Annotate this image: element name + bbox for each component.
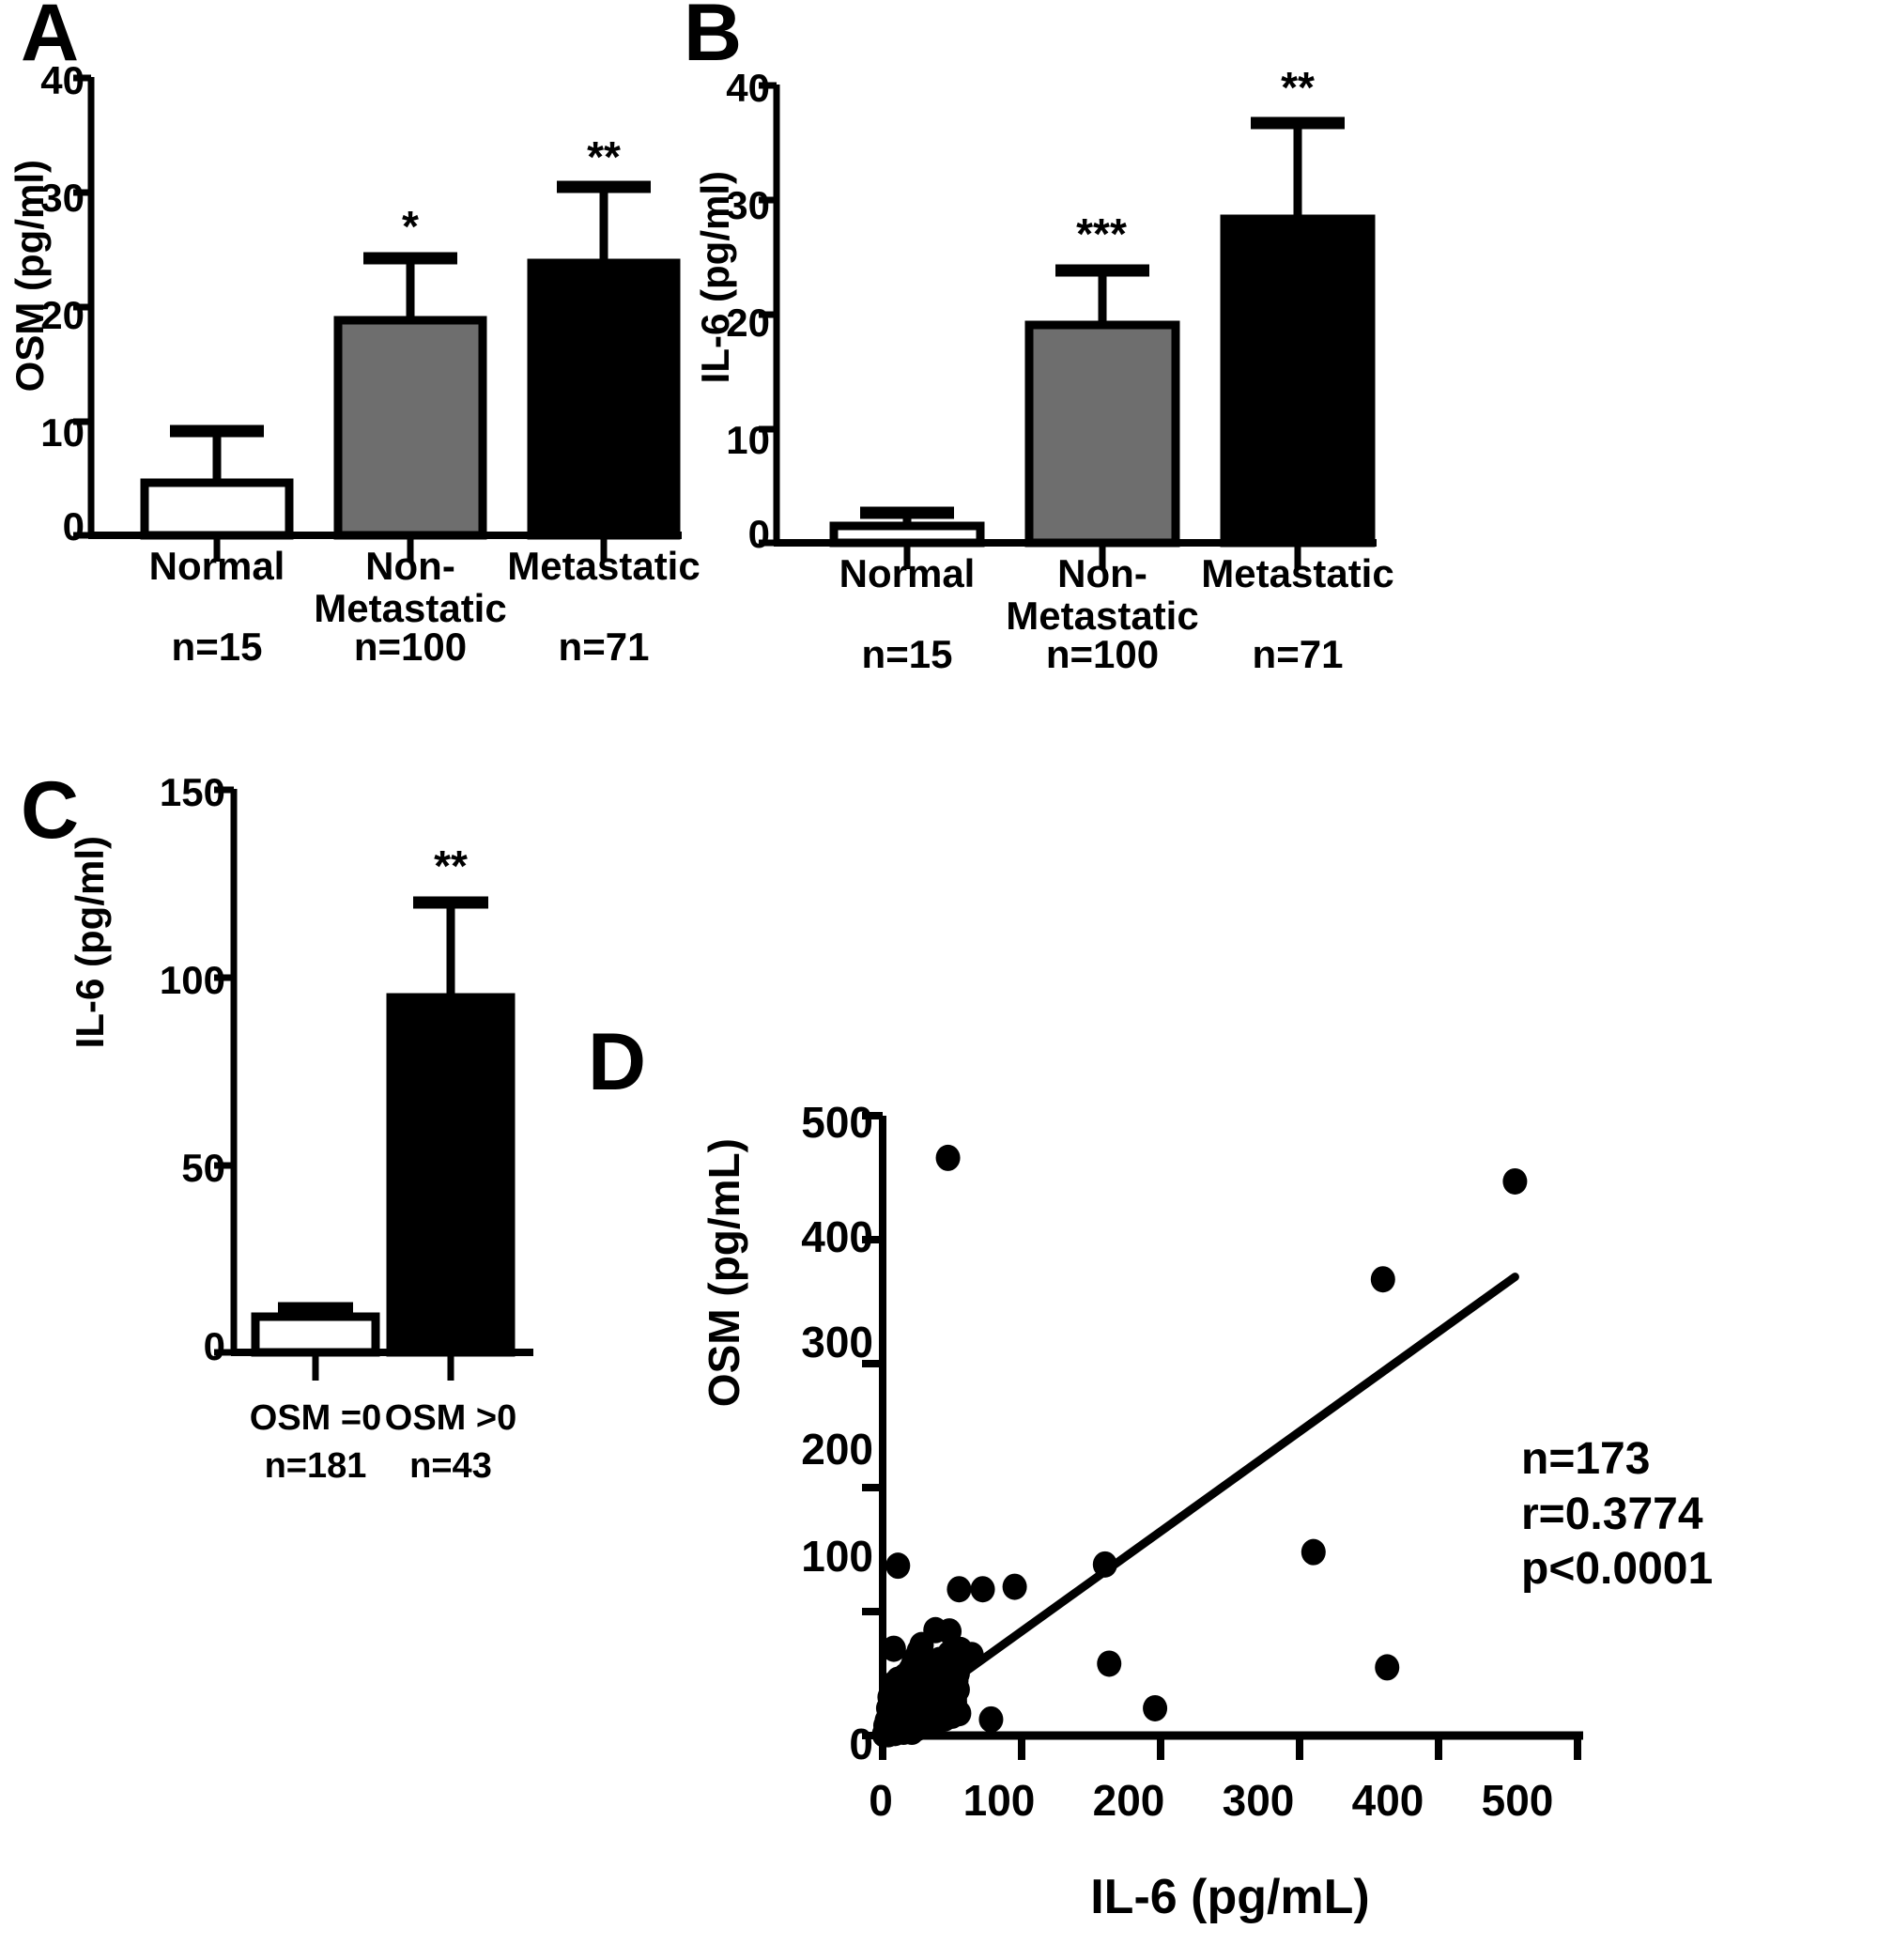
panel-d-data-point <box>1092 1551 1117 1578</box>
panel-b-xcat-nonmetastatic-line1: Non- <box>1057 551 1147 595</box>
panel-a-xcat-nonmetastatic-line1: Non- <box>365 544 455 588</box>
panel-c-xcat-osm-positive: OSM >0 <box>384 1398 517 1438</box>
panel-a-letter: A <box>21 0 80 78</box>
panel-a-ytick-30: 30 <box>40 176 85 220</box>
panel-c-count-osm-zero: n=181 <box>264 1446 367 1486</box>
panel-b-ytick-30: 30 <box>726 183 770 227</box>
panel-b-xcat-nonmetastatic: Non- Metastatic <box>990 552 1215 638</box>
panel-b-count-nonmetastatic: n=100 <box>1045 632 1160 676</box>
panel-d-trendline <box>889 1273 1519 1728</box>
panel-a-xcat-nonmetastatic-line2: Metastatic <box>314 586 507 631</box>
panel-d-data-point <box>959 1642 984 1669</box>
panel-b-significance-bar3: ** <box>1281 63 1315 112</box>
panel-d-ytick-500: 500 <box>801 1098 873 1147</box>
panel-d-data-point <box>947 1576 972 1603</box>
panel-d-xtick-300: 300 <box>1222 1776 1295 1825</box>
panel-d-ytick-200: 200 <box>801 1425 873 1474</box>
panel-b-ytick-0: 0 <box>747 512 770 556</box>
panel-b-letter: B <box>684 0 743 78</box>
panel-c-ytick-150: 150 <box>159 770 225 814</box>
panel-b-plot-area <box>759 82 1377 569</box>
panel-b: B IL-6 (pg/ml) 40 30 20 10 0 *** ** Norm… <box>676 0 1418 883</box>
panel-c-ytick-100: 100 <box>159 958 225 1002</box>
panel-b-xcat-nonmetastatic-line2: Metastatic <box>1006 594 1199 639</box>
panel-c-ytick-50: 50 <box>181 1146 225 1190</box>
panel-b-count-metastatic: n=71 <box>1252 632 1344 676</box>
panel-a-count-metastatic: n=71 <box>558 625 650 669</box>
panel-a-ytick-0: 0 <box>62 504 85 548</box>
panel-c-ytick-0: 0 <box>203 1324 225 1368</box>
panel-a-ytick-10: 10 <box>40 410 85 455</box>
panel-d-xtick-100: 100 <box>962 1776 1036 1825</box>
panel-b-significance-bar2: *** <box>1076 209 1127 258</box>
panel-b-count-normal: n=15 <box>861 632 953 676</box>
panel-d-data-point <box>1143 1694 1168 1721</box>
panel-b-xcat-metastatic: Metastatic <box>1201 551 1394 595</box>
panel-d-x-axis-title: IL-6 (pg/mL) <box>1090 1870 1370 1924</box>
panel-d-ytick-300: 300 <box>801 1318 873 1366</box>
panel-d-data-point <box>905 1713 930 1740</box>
panel-c-significance-bar2: ** <box>434 841 468 890</box>
panel-a-xcat-metastatic: Metastatic <box>507 544 700 588</box>
panel-d-data-point <box>1502 1167 1528 1195</box>
panel-d-plot-area <box>862 1112 1583 1760</box>
panel-d-data-point <box>1375 1654 1400 1681</box>
panel-a-xcat-nonmetastatic: Non- Metastatic <box>298 545 523 630</box>
panel-d: D OSM (pg/mL) 500 400 300 200 100 0 0 10… <box>582 939 1878 1960</box>
panel-d-letter: D <box>588 1017 647 1107</box>
panel-a-count-nonmetastatic: n=100 <box>353 625 468 669</box>
panel-a: A OSM (pg/ml) 40 30 20 10 0 * ** Norma <box>0 0 714 883</box>
panel-a-count-normal: n=15 <box>171 625 263 669</box>
panel-c-plot-area <box>214 786 533 1381</box>
panel-d-xtick-200: 200 <box>1092 1776 1165 1825</box>
panel-b-ytick-10: 10 <box>726 418 770 462</box>
panel-d-data-point <box>907 1684 932 1711</box>
panel-a-plot-area <box>73 74 682 562</box>
panel-c-count-osm-positive: n=43 <box>409 1446 492 1486</box>
panel-b-xcat-normal: Normal <box>839 551 976 595</box>
panel-d-data-point <box>885 1552 911 1580</box>
panel-a-significance-bar2: * <box>402 202 419 251</box>
panel-c-xcat-osm-zero: OSM =0 <box>249 1398 382 1438</box>
panel-d-xtick-500: 500 <box>1481 1776 1554 1825</box>
panel-d-xtick-0: 0 <box>869 1776 893 1825</box>
panel-c-y-axis-label: IL-6 (pg/ml) <box>68 836 112 1049</box>
panel-d-data-point <box>937 1618 962 1645</box>
panel-d-statistics: n=173 r=0.3774 p<0.0001 <box>1521 1432 1713 1597</box>
panel-a-ytick-20: 20 <box>40 293 85 337</box>
panel-a-xcat-normal: Normal <box>148 544 285 588</box>
panel-a-significance-bar3: ** <box>587 132 621 181</box>
panel-d-stat-r: r=0.3774 <box>1521 1489 1703 1539</box>
panel-c: C IL-6 (pg/ml) 150 100 50 0 ** OSM =0 OS… <box>0 770 601 1953</box>
panel-d-xtick-400: 400 <box>1351 1776 1424 1825</box>
panel-d-data-point <box>978 1705 1004 1733</box>
panel-c-letter: C <box>21 765 80 856</box>
panel-d-data-point <box>935 1144 961 1171</box>
panel-d-data-point <box>1370 1266 1395 1293</box>
panel-d-stat-p: p<0.0001 <box>1521 1544 1714 1595</box>
panel-d-ytick-400: 400 <box>801 1212 873 1261</box>
panel-d-ytick-0: 0 <box>849 1720 873 1768</box>
panel-d-data-point <box>1002 1573 1027 1600</box>
panel-b-ytick-20: 20 <box>726 301 770 345</box>
panel-d-stat-n: n=173 <box>1521 1434 1651 1484</box>
panel-d-data-point <box>1301 1538 1326 1566</box>
panel-d-data-point <box>881 1635 906 1662</box>
panel-d-data-point <box>1097 1650 1122 1677</box>
panel-d-data-point <box>970 1576 995 1603</box>
panel-d-ytick-100: 100 <box>801 1532 873 1581</box>
